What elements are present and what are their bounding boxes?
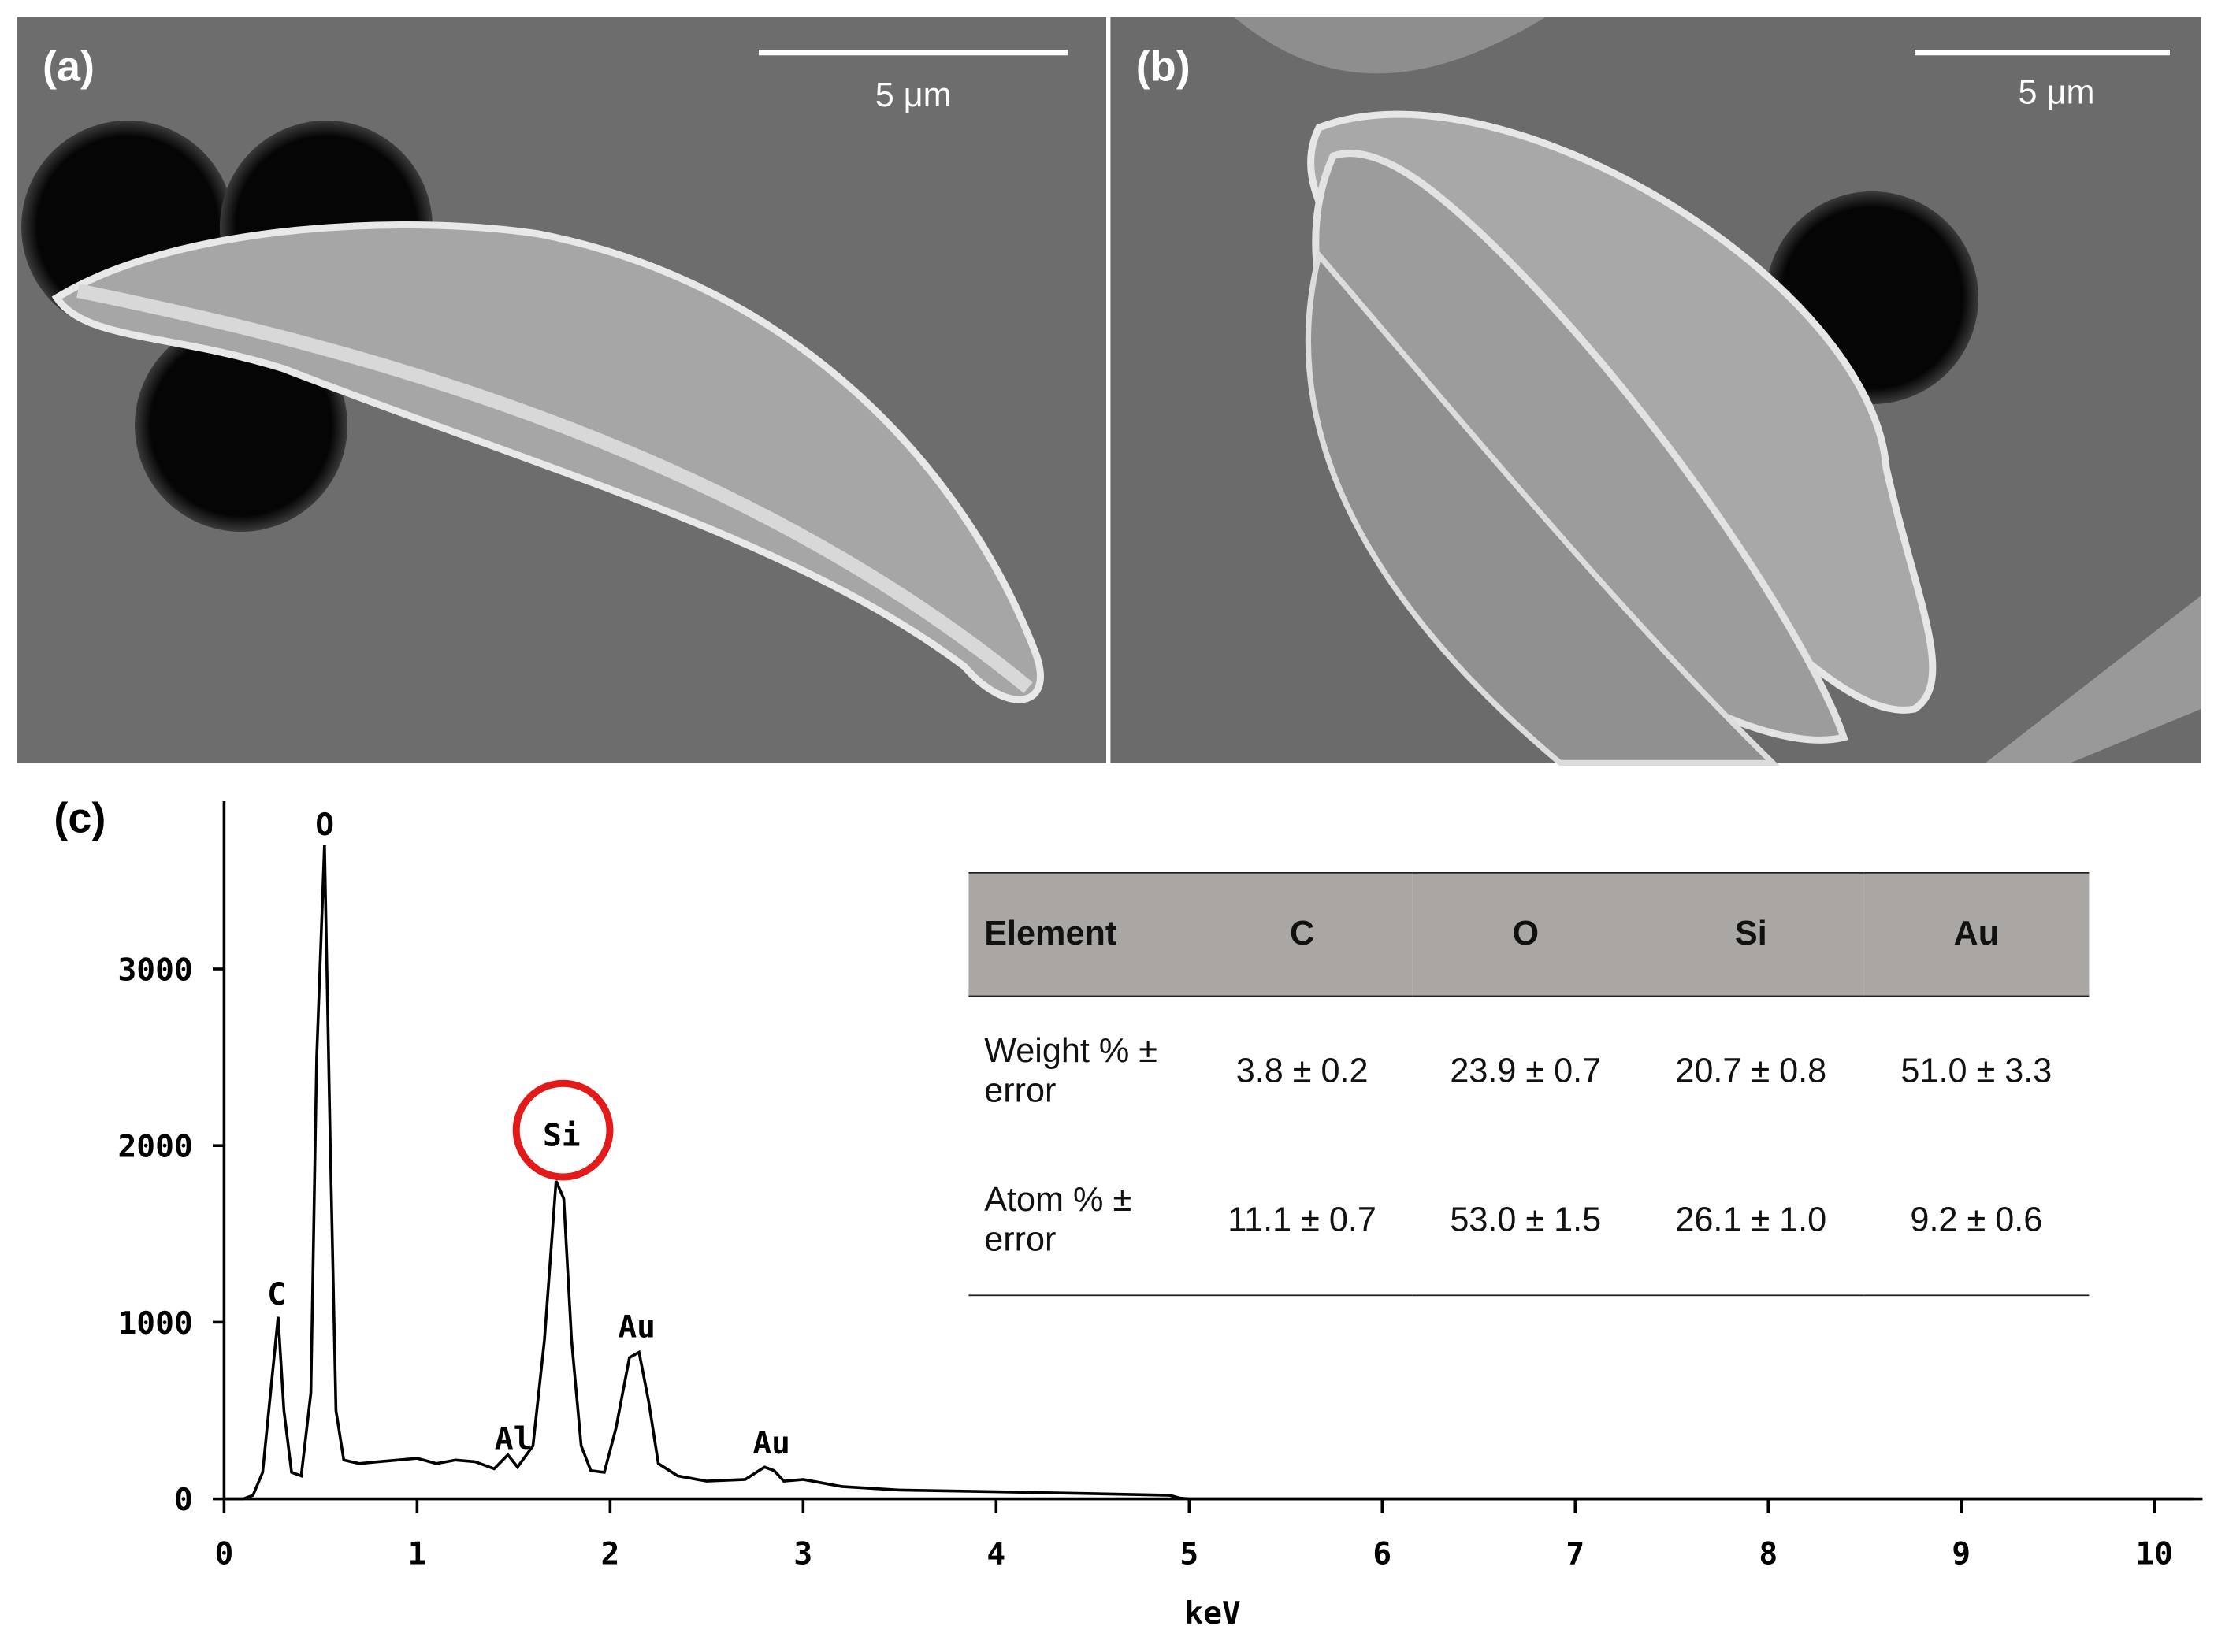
highlight-circle	[512, 1079, 614, 1181]
table-cell: 26.1 ± 1.0	[1638, 1145, 1864, 1297]
y-tick-label: 1000	[117, 1305, 192, 1342]
panel-label: (c)	[54, 795, 106, 842]
table-cell: 9.2 ± 0.6	[1863, 1145, 2090, 1297]
header-cell: O	[1413, 872, 1639, 997]
y-tick-label: 3000	[117, 952, 192, 988]
composition-table: Element C O Si Au Weight % ± error 3.8 ± 0.2 23…	[968, 872, 2090, 1297]
table-cell: 20.7 ± 0.8	[1675, 1051, 1827, 1090]
table-cell: 51.0 ± 3.3	[1900, 1051, 2052, 1090]
x-tick-label: 7	[1566, 1535, 1584, 1572]
table-cell: 23.9 ± 0.7	[1450, 1051, 1602, 1090]
peak-label: O	[315, 807, 334, 843]
row-header: Atom % ± error	[968, 1145, 1191, 1297]
header-cell: C	[1191, 872, 1413, 997]
peak-label: Au	[618, 1309, 656, 1345]
panel-label: (a)	[43, 43, 95, 91]
peak-label: Si	[543, 1117, 581, 1153]
row-header: Weight % ± error	[984, 1031, 1157, 1110]
table-cell: 11.1 ± 0.7	[1191, 1145, 1413, 1297]
x-tick-label: 1	[407, 1535, 426, 1572]
x-tick-label: 9	[1952, 1535, 1971, 1572]
x-tick-label: 2	[600, 1535, 619, 1572]
x-tick-label: 3	[793, 1535, 812, 1572]
peak-label: Al	[495, 1421, 533, 1457]
table-row: Atom % ± error 11.1 ± 0.7 53.0 ± 1.5 26.1 ±…	[968, 1145, 2090, 1297]
sem-image-b	[1110, 17, 2201, 766]
table-cell: 53.0 ± 1.5	[1413, 1145, 1639, 1297]
x-tick-label: 8	[1759, 1535, 1778, 1572]
header-cell: Element	[968, 872, 1191, 997]
x-tick-label: 5	[1179, 1535, 1198, 1572]
header-row: Element C O Si Au	[968, 872, 2090, 997]
table-row: Weight % ± error 3.8 ± 0.2 23.9 ± 0.7 20.7 …	[968, 997, 2089, 1146]
scale-bar-label: 5 μm	[875, 76, 952, 114]
peak-label: Au	[752, 1425, 790, 1461]
scale-bar-label: 5 μm	[2019, 73, 2095, 111]
x-tick-label: 6	[1373, 1535, 1391, 1572]
peak-label: C	[267, 1276, 286, 1312]
header-cell: Si	[1638, 872, 1864, 997]
y-tick-label: 0	[174, 1482, 193, 1518]
x-tick-label: 10	[2135, 1535, 2173, 1572]
sem-image-a	[17, 17, 1107, 763]
panel-label: (b)	[1136, 43, 1191, 91]
y-tick-label: 2000	[117, 1129, 192, 1165]
x-axis-label: keV	[1184, 1595, 1240, 1632]
table-cell: 3.8 ± 0.2	[1235, 1051, 1369, 1090]
header-cell: Au	[1863, 872, 2090, 997]
x-tick-label: 0	[214, 1535, 233, 1572]
x-tick-label: 4	[986, 1535, 1005, 1572]
spectrum-line	[224, 845, 2194, 1501]
